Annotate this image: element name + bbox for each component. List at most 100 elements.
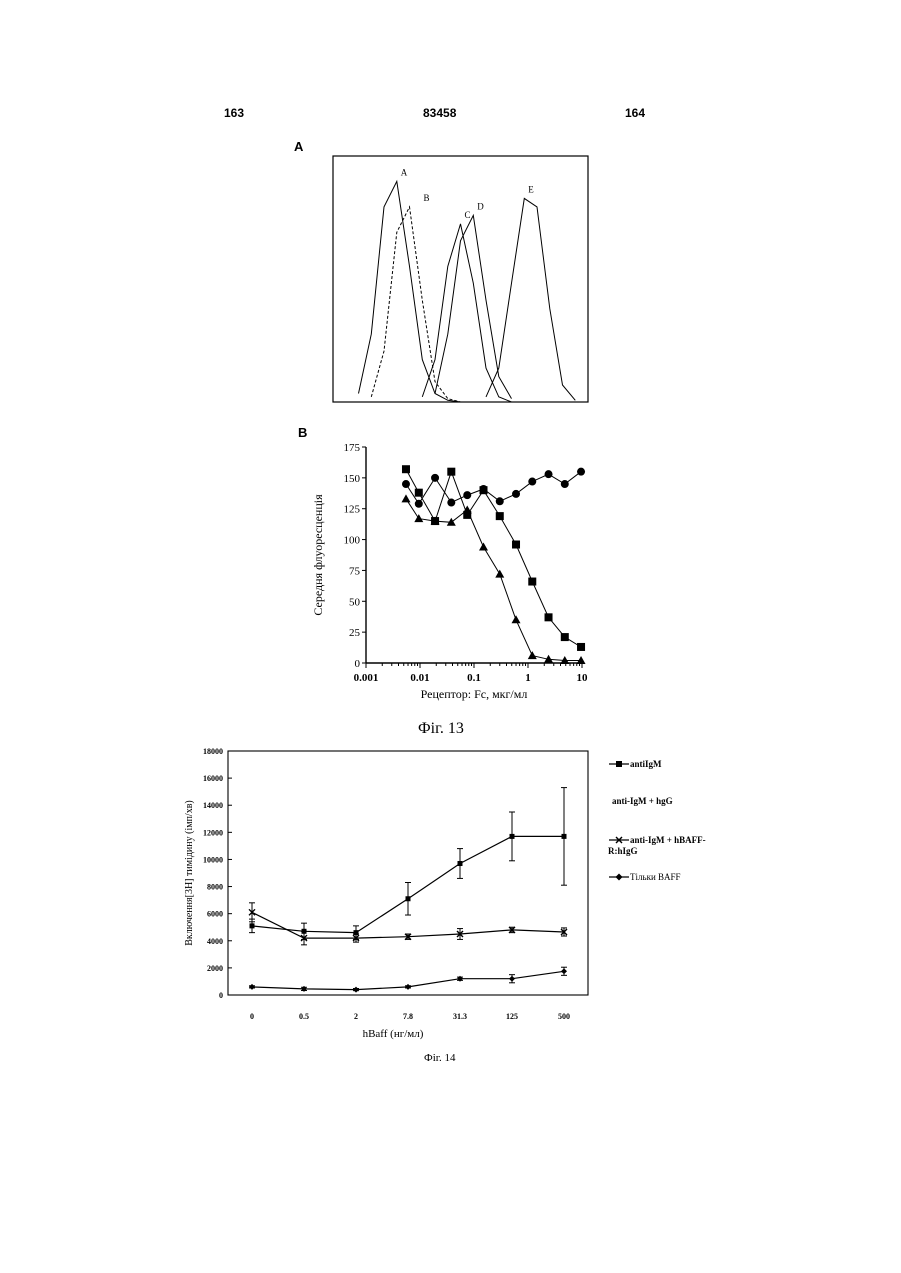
triangle-data-point — [479, 542, 488, 550]
x-tick-label: 10 — [577, 672, 589, 684]
legend-item-antiigm-hbaff: anti-IgM + hBAFF-R:hIgG — [608, 835, 712, 856]
square-data-point — [402, 465, 410, 473]
figure-14-caption: Фіг. 14 — [424, 1052, 456, 1064]
legend-item-antiigm: antiIgM — [608, 759, 662, 770]
diamond-data-point — [509, 976, 515, 982]
thymidine-chart: 0 2000 4000 6000 8000 10000 12000 14000 16000 180… — [180, 745, 600, 1055]
chart-frame — [228, 751, 588, 995]
y-tick-label: 14000 — [203, 801, 223, 810]
panel-a-label: A — [294, 139, 303, 154]
square-data-point — [415, 489, 423, 497]
diamond-data-point — [353, 987, 359, 993]
x-tick-label: 500 — [558, 1012, 570, 1021]
x-tick-label: 2 — [354, 1012, 358, 1021]
circle-data-point — [528, 478, 536, 486]
x-axis-label: Рецептор: Fc, мкг/мл — [421, 687, 528, 701]
y-tick-label: 50 — [349, 596, 361, 608]
circle-data-point — [577, 468, 585, 476]
y-tick-label: 16000 — [203, 774, 223, 783]
x-tick-label: 31.3 — [453, 1012, 467, 1021]
histogram-peak-label: D — [477, 201, 484, 211]
y-tick-label: 2000 — [207, 964, 223, 973]
y-axis-label: Середня флуоресценція — [311, 494, 325, 616]
triangle-data-point — [414, 514, 423, 522]
triangle-data-point — [512, 615, 521, 623]
circle-data-point — [463, 491, 471, 499]
x-tick-label: 0.1 — [467, 672, 481, 684]
cross-marker-icon — [608, 836, 630, 846]
y-tick-label: 8000 — [207, 883, 223, 892]
circle-data-point — [545, 470, 553, 478]
triangle-data-point — [401, 494, 410, 502]
series-line-square — [406, 469, 581, 647]
legend-item-antiigm-hgg: anti-IgM + hgG — [612, 796, 673, 806]
triangle-data-point — [495, 570, 504, 578]
y-axis-label: Включення[3H] тимідину (імп/хв) — [184, 800, 195, 946]
legend-label-baff-only: Тільки BAFF — [630, 872, 681, 882]
y-tick-label: 25 — [349, 627, 361, 639]
y-tick-label: 6000 — [207, 910, 223, 919]
square-data-point — [458, 861, 463, 866]
histogram-series-line — [371, 207, 460, 402]
circle-data-point — [415, 500, 423, 508]
circle-data-point — [480, 485, 488, 493]
x-axis-label: hBaff (нг/мл) — [363, 1028, 424, 1040]
diamond-data-point — [249, 984, 255, 990]
diamond-data-point — [405, 984, 411, 990]
square-data-point — [512, 541, 520, 549]
diamond-marker-icon — [608, 873, 630, 883]
square-data-point — [510, 834, 515, 839]
legend-label-antiigm-hgg: anti-IgM + hgG — [612, 796, 673, 806]
square-data-point — [496, 512, 504, 520]
histogram-frame — [333, 156, 588, 402]
flow-histogram: A B CD E — [330, 153, 590, 405]
y-tick-label: 75 — [349, 565, 361, 577]
square-marker-icon — [608, 760, 630, 770]
circle-data-point — [496, 497, 504, 505]
histogram-series-line — [486, 198, 575, 400]
histogram-series-line — [359, 181, 461, 402]
document-number: 83458 — [423, 106, 456, 120]
y-tick-label: 4000 — [207, 937, 223, 946]
square-data-point — [561, 633, 569, 641]
diamond-data-point — [561, 968, 567, 974]
x-tick-label: 0.5 — [299, 1012, 309, 1021]
circle-data-point — [447, 499, 455, 507]
histogram-series-line — [435, 215, 512, 398]
fluorescence-chart: 02550751001251501750.0010.010.1110Рецепт… — [300, 440, 600, 720]
x-tick-label: 0.01 — [410, 672, 429, 684]
page-number-right: 164 — [625, 106, 645, 120]
y-tick-label: 18000 — [203, 747, 223, 756]
y-tick-label: 12000 — [203, 828, 223, 837]
page-number-left: 163 — [224, 106, 244, 120]
circle-data-point — [402, 480, 410, 488]
square-data-point — [528, 578, 536, 586]
square-data-point — [447, 468, 455, 476]
histogram-peak-label: A — [401, 167, 408, 177]
histogram-peak-label: C — [465, 210, 471, 220]
y-tick-label: 175 — [344, 442, 361, 454]
circle-data-point — [561, 480, 569, 488]
y-tick-label: 10000 — [203, 855, 223, 864]
square-data-point — [250, 923, 255, 928]
x-tick-label: 0 — [250, 1012, 254, 1021]
figure-13-caption: Фіг. 13 — [418, 720, 464, 738]
y-tick-label: 0 — [355, 658, 361, 670]
x-tick-label: 1 — [525, 672, 531, 684]
circle-data-point — [512, 490, 520, 498]
square-data-point — [577, 643, 585, 651]
y-tick-label: 125 — [344, 504, 361, 516]
histogram-peak-label: E — [528, 184, 534, 194]
x-tick-label: 7.8 — [403, 1012, 413, 1021]
circle-data-point — [431, 474, 439, 482]
square-data-point — [562, 834, 567, 839]
y-tick-label: 0 — [219, 991, 223, 1000]
legend-label-antiigm: antiIgM — [630, 759, 662, 769]
y-tick-label: 150 — [344, 473, 361, 485]
histogram-peak-label: B — [424, 193, 430, 203]
panel-b-label: B — [298, 425, 307, 440]
triangle-data-point — [528, 651, 537, 659]
legend-item-baff-only: Тільки BAFF — [608, 872, 681, 883]
square-data-point — [406, 896, 411, 901]
y-tick-label: 100 — [344, 535, 361, 547]
